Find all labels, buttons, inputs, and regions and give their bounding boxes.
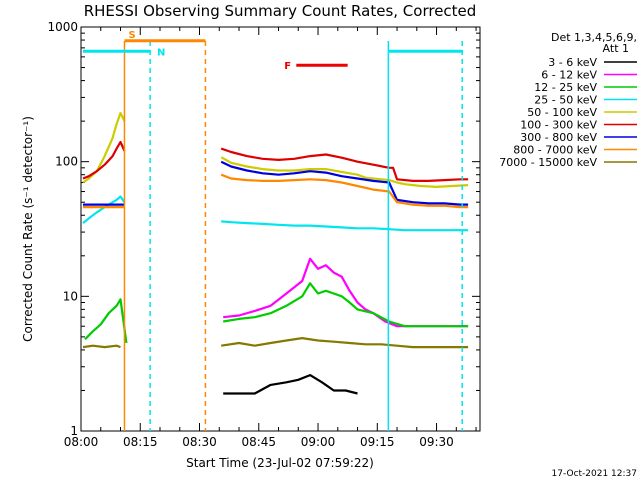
flag-label: N [157,47,165,58]
series-line [220,173,469,209]
x-tick-label: 08:00 [64,435,99,449]
x-tick-label: 08:30 [182,435,217,449]
series-line [220,156,469,188]
y-tick-label: 1 [70,424,78,438]
legend-label: 25 - 50 keV [534,94,597,107]
x-tick-label: 08:15 [123,435,158,449]
series-line [82,344,121,349]
y-tick-label: 1000 [47,20,78,34]
series-line [221,220,469,232]
series-line [82,140,126,180]
series-line [223,282,469,328]
legend-label: 300 - 800 keV [520,131,597,144]
series-line [220,160,469,206]
x-tick-label: 08:45 [241,435,276,449]
x-axis-label: Start Time (23-Jul-02 07:59:22) [186,456,374,470]
flag-label: S [128,30,135,41]
y-axis-label: Corrected Count Rate (s⁻¹ detector⁻¹) [21,116,35,342]
legend-label: 50 - 100 keV [527,106,597,119]
chart-title: RHESSI Observing Summary Count Rates, Co… [84,2,477,20]
series-line [220,147,469,182]
plot-frame [80,26,481,432]
legend-label: 100 - 300 keV [520,119,597,132]
legend-label: 6 - 12 keV [541,69,597,82]
series-line [223,374,358,395]
series-line [82,111,126,184]
legend-label: 12 - 25 keV [534,81,597,94]
y-tick-label: 10 [63,289,78,303]
legend-label: 7000 - 15000 keV [499,156,597,169]
legend-header-1: Det 1,3,4,5,6,9, [551,31,637,44]
x-tick-label: 09:30 [419,435,454,449]
series-line [84,298,128,344]
series-line [221,337,469,349]
legend-label: 3 - 6 keV [548,56,597,69]
x-tick-label: 09:00 [301,435,336,449]
timestamp: 17-Oct-2021 12:37 [552,469,637,479]
x-tick-label: 09:15 [360,435,395,449]
legend-header-2: Att 1 [603,42,629,55]
series-line [82,195,126,224]
y-tick-label: 100 [55,155,78,169]
legend-label: 800 - 7000 keV [513,144,597,157]
flag-label: F [284,61,291,72]
